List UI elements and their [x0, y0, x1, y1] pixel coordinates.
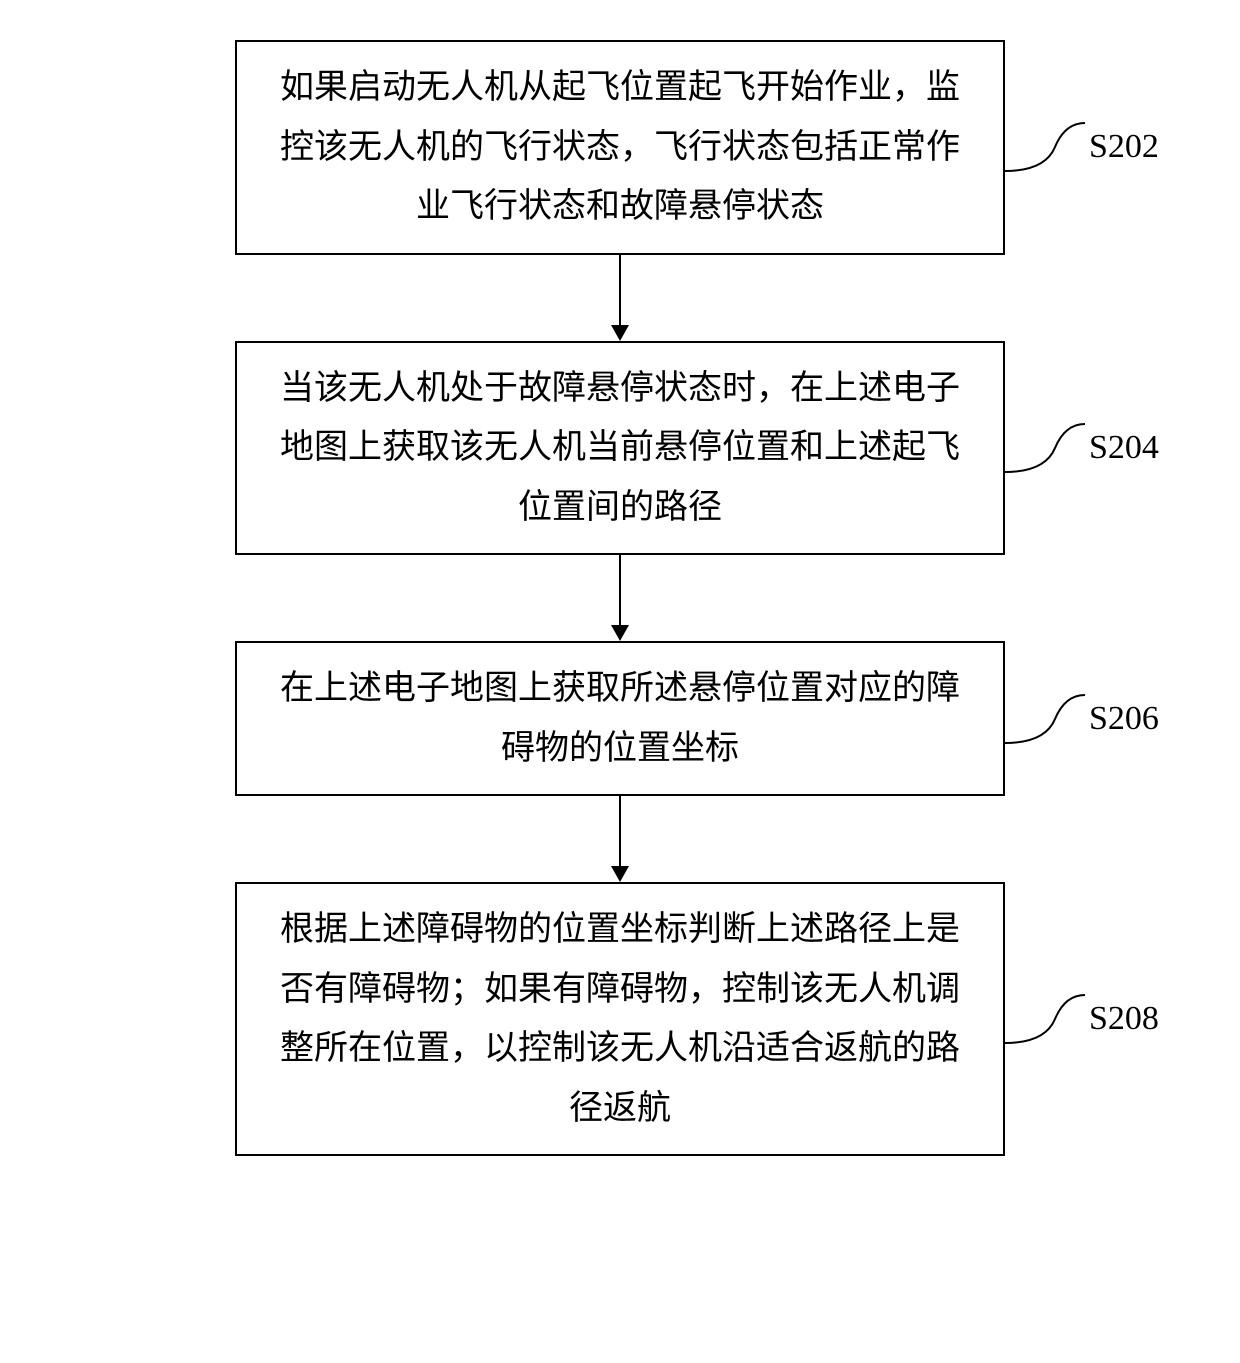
arrow-head-icon — [611, 866, 629, 882]
flow-label-wrap: S208 — [1005, 993, 1159, 1045]
connector-curve-icon — [1005, 121, 1085, 173]
connector-curve-icon — [1005, 693, 1085, 745]
flow-label-wrap: S206 — [1005, 693, 1159, 745]
flow-step-text: 如果启动无人机从起飞位置起飞开始作业，监控该无人机的飞行状态，飞行状态包括正常作… — [280, 69, 960, 225]
flow-row: 如果启动无人机从起飞位置起飞开始作业，监控该无人机的飞行状态，飞行状态包括正常作… — [30, 40, 1210, 255]
flow-step-s206: 在上述电子地图上获取所述悬停位置对应的障碍物的位置坐标 — [235, 641, 1005, 796]
flow-step-label: S204 — [1085, 429, 1159, 467]
arrow-line — [619, 796, 621, 866]
flow-label-wrap: S204 — [1005, 422, 1159, 474]
connector-curve-icon — [1005, 422, 1085, 474]
flow-row: 当该无人机处于故障悬停状态时，在上述电子地图上获取该无人机当前悬停位置和上述起飞… — [30, 341, 1210, 556]
flow-step-text: 根据上述障碍物的位置坐标判断上述路径上是否有障碍物；如果有障碍物，控制该无人机调… — [280, 911, 960, 1127]
flow-arrow — [611, 555, 629, 641]
flow-row: 在上述电子地图上获取所述悬停位置对应的障碍物的位置坐标 S206 — [30, 641, 1210, 796]
flow-row: 根据上述障碍物的位置坐标判断上述路径上是否有障碍物；如果有障碍物，控制该无人机调… — [30, 882, 1210, 1156]
arrow-head-icon — [611, 325, 629, 341]
arrow-line — [619, 255, 621, 325]
flow-arrow — [611, 796, 629, 882]
arrow-line — [619, 555, 621, 625]
flow-step-label: S208 — [1085, 1000, 1159, 1038]
flow-step-s204: 当该无人机处于故障悬停状态时，在上述电子地图上获取该无人机当前悬停位置和上述起飞… — [235, 341, 1005, 556]
flowchart: 如果启动无人机从起飞位置起飞开始作业，监控该无人机的飞行状态，飞行状态包括正常作… — [30, 40, 1210, 1156]
flow-step-text: 当该无人机处于故障悬停状态时，在上述电子地图上获取该无人机当前悬停位置和上述起飞… — [280, 370, 960, 526]
flow-step-s208: 根据上述障碍物的位置坐标判断上述路径上是否有障碍物；如果有障碍物，控制该无人机调… — [235, 882, 1005, 1156]
arrow-head-icon — [611, 625, 629, 641]
flow-step-label: S206 — [1085, 700, 1159, 738]
flow-label-wrap: S202 — [1005, 121, 1159, 173]
flow-step-label: S202 — [1085, 128, 1159, 166]
flow-step-s202: 如果启动无人机从起飞位置起飞开始作业，监控该无人机的飞行状态，飞行状态包括正常作… — [235, 40, 1005, 255]
flow-arrow — [611, 255, 629, 341]
connector-curve-icon — [1005, 993, 1085, 1045]
flow-step-text: 在上述电子地图上获取所述悬停位置对应的障碍物的位置坐标 — [280, 670, 960, 767]
